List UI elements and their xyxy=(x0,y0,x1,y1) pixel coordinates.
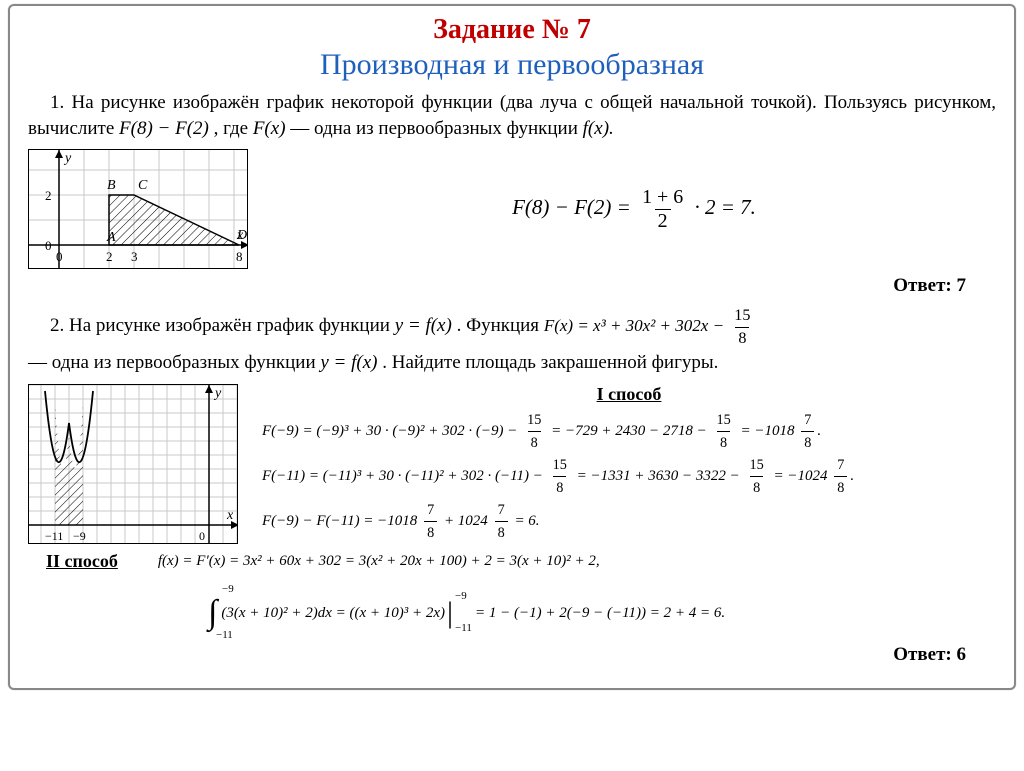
problem1-formula: F(8) − F(2) = 1 + 6 2 · 2 = 7. xyxy=(512,195,756,219)
svg-text:8: 8 xyxy=(236,249,243,264)
svg-text:−9: −9 xyxy=(73,529,86,543)
problem1-graph: 023802ABCDyx xyxy=(28,149,248,269)
p2-t4: . Найдите площадь закрашенной фигуры. xyxy=(382,352,718,373)
F-body: ³ + 30x² + 302x − xyxy=(601,316,729,335)
svg-text:3: 3 xyxy=(131,249,138,264)
problem1-answer: Ответ: 7 xyxy=(28,275,966,297)
svg-text:0: 0 xyxy=(56,249,63,264)
p1-fxx: f(x). xyxy=(583,118,614,139)
fpx-line: f(x) = F′(x) = 3x² + 60x + 302 = 3(x² + … xyxy=(158,550,600,573)
task-heading: Задание № 7 xyxy=(28,14,996,46)
svg-text:y: y xyxy=(63,151,72,166)
svg-text:2: 2 xyxy=(106,249,113,264)
int-low: −11 xyxy=(216,627,233,644)
int-sym: ∫ xyxy=(208,594,217,631)
svg-text:C: C xyxy=(138,178,148,193)
calc-line: F(−9) = (−9)³ + 30 · (−9)² + 302 · (−9) … xyxy=(262,409,996,454)
eval-low: −11 xyxy=(455,620,472,637)
svg-text:x: x xyxy=(236,228,244,243)
f-lhs: F(8) − F(2) = xyxy=(512,195,636,219)
p2-t3: — одна из первообразных функции xyxy=(28,352,320,373)
svg-text:0: 0 xyxy=(45,238,52,253)
integral-sign: −9 ∫ −11 xyxy=(208,587,217,640)
integral-line: −9 ∫ −11 (3(x + 10)² + 2)dx = ((x + 10)³… xyxy=(208,587,996,640)
svg-text:B: B xyxy=(107,178,116,193)
problem2-text: 2. На рисунке изображён график функции y… xyxy=(28,305,996,375)
calc-lines: F(−9) = (−9)³ + 30 · (−9)² + 302 · (−9) … xyxy=(262,409,996,544)
p2-yfx2: y = f(x) xyxy=(320,352,377,373)
p1-expr: F(8) − F(2) xyxy=(119,118,209,139)
p2-t1: 2. На рисунке изображён график функции xyxy=(50,315,395,336)
F-n: 15 xyxy=(731,305,753,327)
method2-label: II способ xyxy=(46,551,118,572)
f-den: 2 xyxy=(655,209,671,233)
f-num: 1 + 6 xyxy=(639,186,686,209)
calc-line: F(−9) − F(−11) = −1018 78 + 1024 78 = 6. xyxy=(262,499,996,544)
f-frac: 1 + 6 2 xyxy=(639,186,686,233)
f-rhs: · 2 = 7. xyxy=(694,195,755,219)
svg-text:y: y xyxy=(213,386,222,401)
subtitle: Производная и первообразная xyxy=(28,48,996,82)
p1-fx: F(x) xyxy=(253,118,286,139)
p1-t2: , где xyxy=(214,118,253,139)
calc-line: F(−11) = (−11)³ + 30 · (−11)² + 302 · (−… xyxy=(262,454,996,499)
p2-t2: . Функция xyxy=(457,315,544,336)
p2-Fx: F(x) = x³ + 30x² + 302x − 15 8 xyxy=(544,316,757,335)
svg-text:A: A xyxy=(106,230,116,245)
F-pre: F(x) = x xyxy=(544,316,601,335)
svg-text:x: x xyxy=(226,508,234,523)
eval-bar: | −9 −11 xyxy=(447,590,453,637)
eval-up: −9 xyxy=(455,588,467,605)
svg-text:0: 0 xyxy=(199,529,205,543)
F-d: 8 xyxy=(735,327,749,350)
int-body: (3(x + 10)² + 2)dx = ((x + 10)³ + 2x) xyxy=(221,602,445,625)
problem2-graph: −11 −9 0 y x xyxy=(28,384,238,544)
problem2-answer: Ответ: 6 xyxy=(28,644,966,666)
p2-yfx: y = f(x) xyxy=(395,315,452,336)
svg-text:−11: −11 xyxy=(45,529,63,543)
problem1-text: 1. На рисунке изображён график некоторой… xyxy=(28,90,996,141)
int-up: −9 xyxy=(222,581,234,598)
int-eval: = 1 − (−1) + 2(−9 − (−11)) = 2 + 4 = 6. xyxy=(475,602,725,625)
svg-text:2: 2 xyxy=(45,188,52,203)
method1-label: I способ xyxy=(262,384,996,405)
p1-t3: — одна из первообразных функции xyxy=(290,118,582,139)
F-frac: 15 8 xyxy=(731,305,753,350)
